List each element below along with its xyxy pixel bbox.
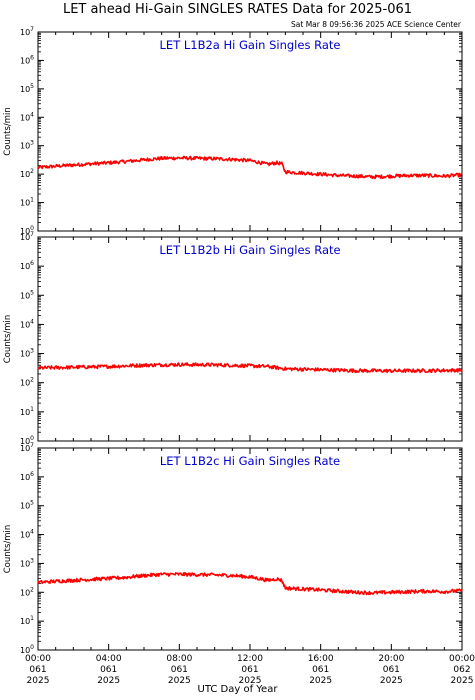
y-tick-label: 105: [20, 500, 34, 511]
x-tick-label: 12:00: [237, 654, 263, 664]
y-tick-label: 101: [20, 406, 34, 417]
y-tick-label: 102: [20, 377, 34, 388]
y-tick-label: 100: [20, 435, 34, 446]
x-tick-label: 2025: [451, 676, 474, 686]
x-axis-label: UTC Day of Year: [197, 684, 278, 695]
panel-frame: [37, 236, 463, 442]
y-axis-label: Counts/min: [3, 525, 13, 574]
x-tick-label: 061: [100, 665, 117, 675]
panel-title: LET L1B2a Hi Gain Singles Rate: [160, 38, 341, 52]
y-tick-label: 101: [20, 615, 34, 626]
y-tick-label: 104: [20, 529, 34, 540]
x-tick-label: 2025: [97, 676, 120, 686]
y-tick-label: 107: [20, 442, 34, 453]
x-tick-label: 04:00: [96, 654, 122, 664]
panel-title: LET L1B2c Hi Gain Singles Rate: [160, 454, 340, 468]
x-tick-label: 061: [171, 665, 188, 675]
x-tick-label: 2025: [309, 676, 332, 686]
x-tick-label: 061: [241, 665, 258, 675]
x-tick-label: 00:00: [25, 654, 51, 664]
x-tick-label: 061: [29, 665, 46, 675]
panel-frame: [37, 31, 463, 232]
page-title: LET ahead Hi-Gain SINGLES RATES Data for…: [62, 2, 413, 17]
timestamp: Sat Mar 8 09:56:36 2025 ACE Science Cent…: [291, 20, 461, 29]
y-tick-label: 100: [20, 644, 34, 655]
y-tick-label: 107: [20, 231, 34, 242]
series-line: [37, 362, 463, 374]
series-line: [37, 155, 463, 180]
panel-frame: [37, 447, 463, 651]
x-tick-label: 061: [312, 665, 329, 675]
x-tick-label: 08:00: [166, 654, 192, 664]
y-tick-label: 104: [20, 318, 34, 329]
y-tick-label: 106: [20, 471, 34, 482]
y-tick-label: 103: [20, 557, 34, 568]
y-tick-label: 107: [20, 26, 34, 37]
y-tick-label: 101: [20, 197, 34, 208]
x-tick-label: 2025: [239, 676, 262, 686]
x-tick-label: 20:00: [378, 654, 404, 664]
y-tick-label: 106: [20, 260, 34, 271]
x-tick-label: 00:00: [449, 654, 475, 664]
x-tick-label: 2025: [27, 676, 50, 686]
x-tick-label: 16:00: [308, 654, 334, 664]
y-tick-label: 103: [20, 140, 34, 151]
series-line: [37, 571, 463, 596]
x-tick-label: 061: [383, 665, 400, 675]
y-tick-label: 102: [20, 586, 34, 597]
y-tick-label: 100: [20, 225, 34, 236]
y-tick-label: 105: [20, 289, 34, 300]
y-tick-label: 104: [20, 111, 34, 122]
y-tick-label: 105: [20, 83, 34, 94]
y-tick-label: 102: [20, 168, 34, 179]
x-tick-label: 2025: [168, 676, 191, 686]
y-tick-label: 103: [20, 348, 34, 359]
y-axis-label: Counts/min: [3, 107, 13, 156]
x-tick-label: 2025: [380, 676, 403, 686]
y-tick-label: 106: [20, 54, 34, 65]
x-tick-label: 062: [453, 665, 470, 675]
panel-title: LET L1B2b Hi Gain Singles Rate: [159, 243, 340, 257]
y-axis-label: Counts/min: [3, 315, 13, 364]
